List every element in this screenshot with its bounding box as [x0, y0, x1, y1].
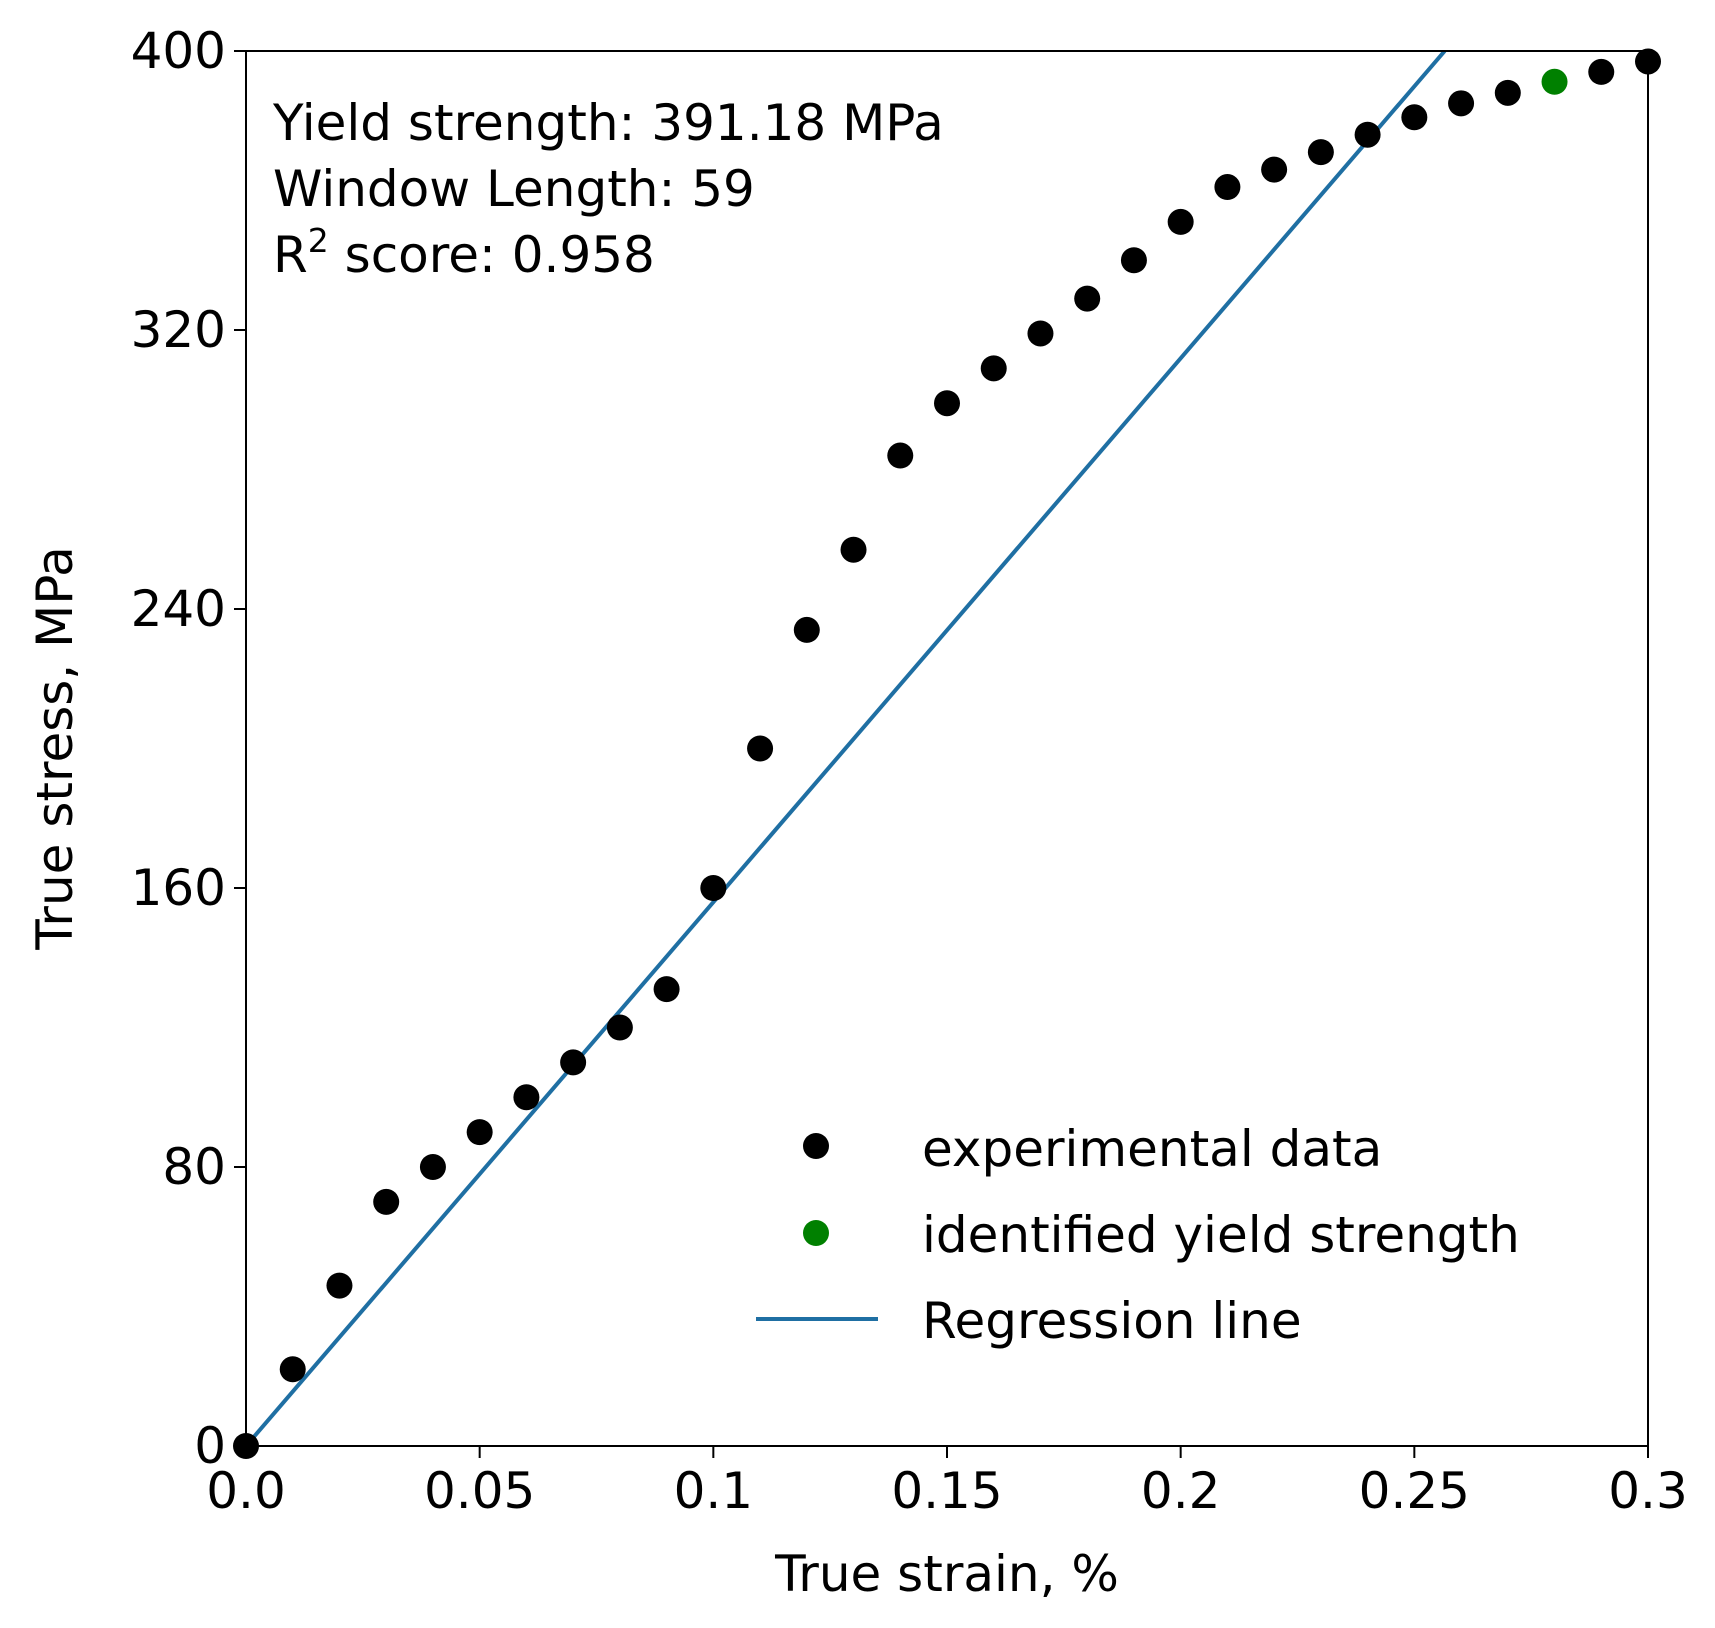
r2-superscript: 2 — [308, 221, 329, 260]
experimental-data-point — [1401, 104, 1428, 131]
experimental-data-point — [934, 390, 960, 417]
experimental-data-point — [1214, 174, 1241, 201]
experimental-data-point — [560, 1049, 587, 1076]
x-tick-label: 0.3 — [1608, 1462, 1688, 1520]
experimental-data-point — [1307, 139, 1334, 166]
r2-value: score: 0.958 — [329, 226, 655, 284]
regression-line-layer — [246, 51, 1447, 1446]
x-tick-label: 0.15 — [891, 1462, 1002, 1520]
legend: experimental data identified yield stren… — [756, 1120, 1520, 1350]
experimental-data-point — [653, 976, 680, 1003]
data-points-layer — [233, 48, 1661, 1459]
annotation-block: Yield strength: 391.18 MPa Window Length… — [272, 94, 944, 284]
r2-letter: R — [273, 226, 308, 284]
experimental-data-point — [373, 1188, 400, 1215]
experimental-data-point — [1027, 320, 1054, 347]
yield-strength-point — [1541, 68, 1568, 95]
legend-label-experimental: experimental data — [922, 1120, 1382, 1178]
legend-marker-experimental — [803, 1133, 829, 1159]
legend-label-yield: identified yield strength — [922, 1206, 1520, 1264]
x-tick-label: 0.05 — [424, 1462, 535, 1520]
y-tick-label: 320 — [131, 301, 226, 359]
yield-strength-annotation: Yield strength: 391.18 MPa — [272, 94, 944, 152]
x-tick-label: 0.0 — [206, 1462, 286, 1520]
regression-line — [246, 51, 1447, 1446]
experimental-data-point — [1448, 90, 1475, 117]
experimental-data-point — [606, 1014, 633, 1041]
experimental-data-point — [513, 1084, 540, 1111]
x-tick-label: 0.1 — [674, 1462, 754, 1520]
y-tick-label: 160 — [131, 859, 226, 917]
legend-marker-yield — [803, 1220, 829, 1246]
y-axis-label: True stress, MPa — [26, 546, 84, 951]
legend-label-regression: Regression line — [922, 1292, 1302, 1350]
y-tick-label: 80 — [162, 1138, 226, 1196]
experimental-data-point — [1354, 121, 1381, 148]
experimental-data-point — [980, 355, 1007, 382]
window-length-annotation: Window Length: 59 — [273, 160, 755, 218]
experimental-data-point — [1261, 156, 1288, 183]
experimental-data-point — [279, 1356, 306, 1383]
experimental-data-point — [1167, 208, 1194, 235]
y-tick-label: 400 — [131, 22, 226, 80]
experimental-data-point — [747, 735, 774, 762]
x-tick-label: 0.2 — [1141, 1462, 1221, 1520]
experimental-data-point — [1120, 247, 1147, 274]
experimental-data-point — [466, 1119, 493, 1146]
experimental-data-point — [1494, 79, 1521, 106]
x-axis-ticks: 0.0 0.05 0.1 0.15 0.2 0.25 0.3 — [206, 1446, 1688, 1520]
experimental-data-point — [840, 536, 867, 563]
experimental-data-point — [326, 1272, 353, 1299]
experimental-data-point — [700, 875, 727, 901]
y-tick-label: 0 — [194, 1417, 226, 1475]
experimental-data-point — [793, 616, 820, 643]
x-tick-label: 0.25 — [1359, 1462, 1470, 1520]
experimental-data-point — [1074, 285, 1101, 312]
y-tick-label: 240 — [131, 580, 226, 638]
experimental-data-point — [1588, 58, 1615, 85]
y-axis-ticks: 0 80 160 240 320 400 — [131, 22, 246, 1475]
r2-score-annotation: R2 score: 0.958 — [273, 221, 655, 284]
experimental-data-point — [419, 1154, 446, 1180]
x-axis-label: True strain, % — [774, 1545, 1119, 1603]
experimental-data-point — [887, 442, 914, 469]
